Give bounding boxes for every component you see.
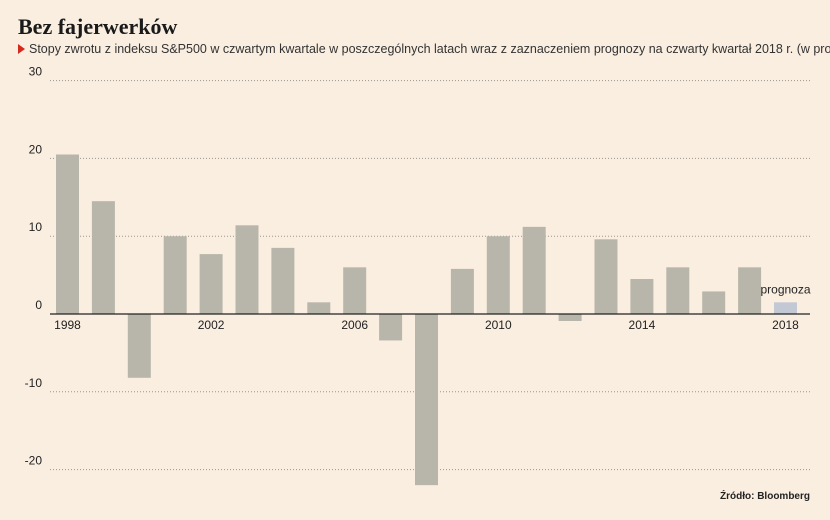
bar-2008	[415, 314, 438, 486]
bar-2017	[738, 267, 762, 314]
bar-2010	[486, 236, 510, 314]
bar-2018	[774, 302, 797, 314]
bar-2003	[235, 225, 259, 314]
chart-title: Bez fajerwerków	[18, 14, 178, 39]
bar-2012	[558, 314, 582, 322]
y-tick-label: 30	[29, 65, 43, 79]
bar-2009	[450, 268, 474, 314]
x-tick-label: 2002	[198, 318, 225, 332]
y-tick-label: -20	[25, 454, 43, 468]
x-tick-label: 1998	[54, 318, 81, 332]
x-tick-label: 2006	[341, 318, 368, 332]
bars	[56, 154, 797, 486]
bar-2001	[163, 236, 187, 314]
x-tick-label: 2014	[629, 318, 656, 332]
y-tick-label: 10	[29, 220, 43, 234]
bar-1998	[56, 154, 79, 314]
bar-2007	[379, 314, 403, 341]
y-tick-label: -10	[25, 376, 43, 390]
x-tick-label: 2010	[485, 318, 512, 332]
chart-subtitle: Stopy zwrotu z indeksu S&P500 w czwartym…	[18, 42, 830, 56]
bar-2011	[522, 226, 546, 314]
bar-2016	[702, 291, 726, 314]
bar-2004	[271, 247, 295, 314]
y-tick-label: 20	[29, 142, 43, 156]
bar-2006	[343, 267, 367, 314]
chart-subtitle-text: Stopy zwrotu z indeksu S&P500 w czwartym…	[29, 42, 830, 56]
bar-2015	[666, 267, 690, 314]
y-tick-label: 0	[35, 298, 42, 312]
source-note: Źródło: Bloomberg	[720, 491, 810, 502]
bar-2000	[127, 314, 151, 378]
bar-2002	[199, 254, 223, 314]
bar-2013	[594, 239, 618, 314]
bar-2014	[630, 278, 654, 314]
bar-2005	[307, 302, 331, 314]
triangle-marker-icon	[18, 44, 25, 54]
forecast-annotation: prognoza	[760, 282, 810, 296]
bar-1999	[91, 201, 115, 314]
x-tick-label: 2018	[772, 318, 799, 332]
